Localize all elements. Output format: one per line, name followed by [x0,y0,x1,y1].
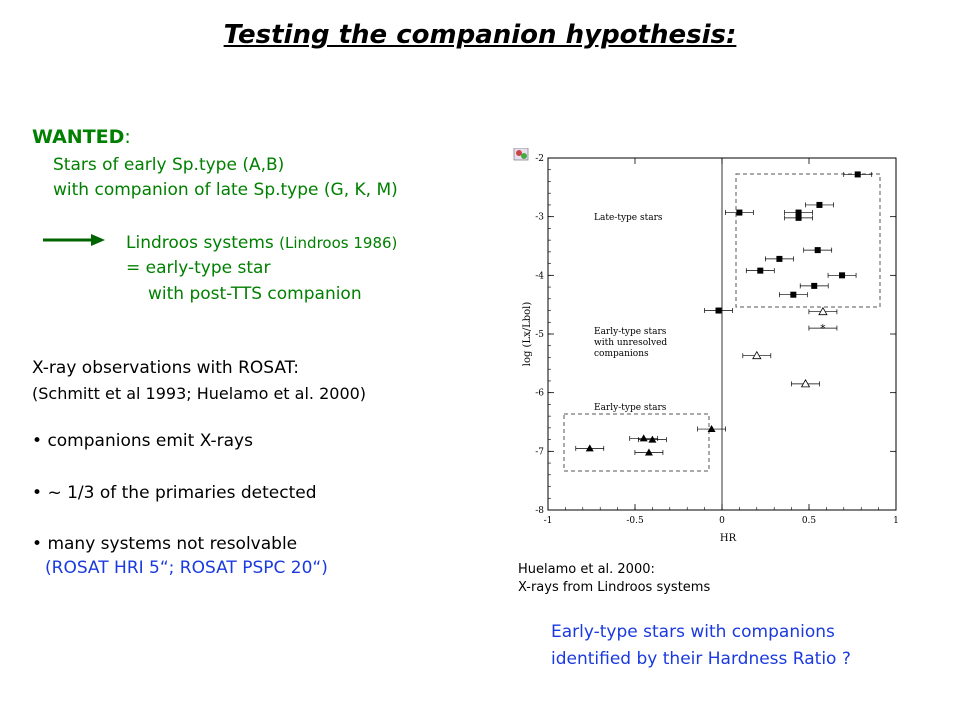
annotation-early-type-unresolved-2: with unresolved [594,338,667,348]
lindroos-label: Lindroos systems [126,233,280,253]
lindroos-definition: = early-type star [126,258,271,278]
bullet-text: many systems not resolvable [47,534,298,554]
late-type-box [735,173,881,308]
x-axis-title: HR [720,533,737,544]
wanted-colon: : [124,126,131,148]
wanted-heading: WANTED: [32,126,131,148]
data-point-square [814,247,821,254]
wanted-line-1: Stars of early Sp.type (A,B) [53,155,285,175]
y-tick-label: -2 [535,154,544,164]
data-point-square [811,282,818,289]
y-tick-label: -6 [535,389,544,399]
data-point-triangle [648,435,657,443]
data-point-triangle [707,425,716,433]
x-tick-label: 1 [893,516,899,526]
x-tick-label: -1 [544,516,553,526]
data-point-square [790,291,797,298]
y-tick-label: -4 [535,271,544,281]
annotation-early-type: Early-type stars [594,403,667,413]
rosat-resolution: (ROSAT HRI 5“; ROSAT PSPC 20“) [45,558,328,578]
annotation-late-type: Late-type stars [594,213,663,223]
hr-scatter-plot: Late-type stars Early-type stars with un… [513,147,899,544]
figure-caption-line-1: Huelamo et al. 2000: [518,562,655,577]
data-point-square [839,272,846,279]
bullet-item: • many systems not resolvable [32,534,298,554]
data-point-square [816,201,823,208]
figure-caption-line-2: X-rays from Lindroos systems [518,580,711,595]
bullet-item: • ~ 1/3 of the primaries detected [32,483,317,503]
bullet-text: companions emit X-rays [47,431,253,451]
data-point-triangle [644,448,653,456]
right-arrow-icon [43,234,105,246]
lindroos-reference: (Lindroos 1986) [279,234,398,252]
hr-plot: Late-type stars Early-type stars with un… [510,147,905,548]
y-tick-label: -5 [535,330,544,340]
data-point-square [715,307,722,314]
wanted-heading-text: WANTED [32,126,125,148]
annotation-early-type-unresolved-3: companions [594,349,649,359]
xray-references: (Schmitt et al 1993; Huelamo et al. 2000… [32,384,367,403]
y-tick-label: -8 [535,506,544,516]
y-tick-label: -7 [535,447,544,457]
data-point-square [757,267,764,274]
data-point-square [736,209,743,216]
x-tick-label: 0.5 [802,516,817,526]
annotation-early-type-unresolved-1: Early-type stars [594,327,667,337]
question-line-1: Early-type stars with companions [551,622,835,642]
lindroos-line: Lindroos systems (Lindroos 1986) [126,233,397,253]
data-point-open-triangle [818,306,828,316]
question-line-2: identified by their Hardness Ratio ? [551,649,851,669]
data-point-open-triangle [752,350,762,360]
data-point-square [854,171,861,178]
early-type-box [563,413,710,472]
data-point-square [776,255,783,262]
data-point-asterisk: * [820,322,826,335]
data-point-triangle [639,434,648,442]
data-point-square [795,214,802,221]
slide-title: Testing the companion hypothesis: [223,20,737,50]
bullet-item: • companions emit X-rays [32,431,253,451]
y-axis-title: log (Lx/Lbol) [522,302,533,367]
x-tick-label: 0 [719,516,725,526]
data-point-open-triangle [800,379,811,388]
xray-heading: X-ray observations with ROSAT: [32,358,299,378]
y-tick-label: -3 [535,213,544,223]
wanted-line-2: with companion of late Sp.type (G, K, M) [53,180,398,200]
x-tick-label: -0.5 [626,516,644,526]
data-point-triangle [585,444,594,452]
plot-thumbnail-icon [513,147,529,161]
lindroos-companion: with post-TTS companion [148,284,362,304]
bullet-text: ~ 1/3 of the primaries detected [47,483,317,503]
data-point-square [795,209,802,216]
